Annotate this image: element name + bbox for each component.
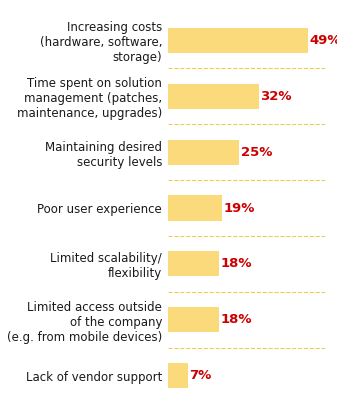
Bar bbox=[168, 84, 259, 109]
Bar bbox=[168, 196, 222, 220]
Bar bbox=[168, 307, 219, 332]
Text: 18%: 18% bbox=[220, 313, 252, 326]
Text: 49%: 49% bbox=[309, 34, 337, 47]
Bar bbox=[168, 363, 188, 388]
Text: 7%: 7% bbox=[189, 369, 211, 382]
Text: 25%: 25% bbox=[241, 146, 272, 158]
Bar bbox=[168, 140, 239, 165]
Text: 18%: 18% bbox=[220, 258, 252, 270]
Bar bbox=[168, 251, 219, 276]
Text: 19%: 19% bbox=[223, 201, 255, 215]
Bar bbox=[168, 28, 308, 53]
Text: 32%: 32% bbox=[261, 90, 292, 103]
